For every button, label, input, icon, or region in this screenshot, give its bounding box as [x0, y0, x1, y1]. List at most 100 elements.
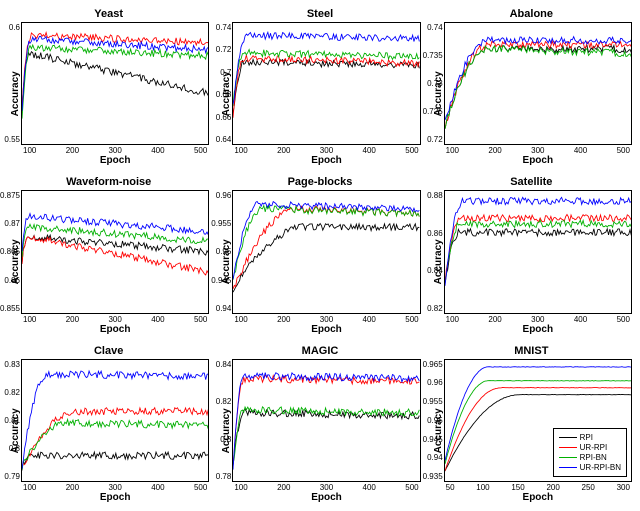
plot-area: 0.9650.960.9550.950.9450.940.935RPIUR-RP…: [444, 359, 632, 482]
chart-title: Abalone: [431, 8, 632, 20]
series-line: [233, 202, 419, 280]
y-tick-label: 0.78: [205, 472, 231, 481]
series-line: [22, 452, 208, 470]
legend-label: RPI: [580, 433, 593, 442]
y-tick-label: 0.935: [417, 472, 443, 481]
y-ticks: 0.740.720.70.680.660.64: [205, 23, 231, 144]
legend-swatch: [559, 447, 577, 449]
y-tick-label: 0.82: [417, 304, 443, 313]
series-line: [445, 215, 631, 285]
x-axis-label: Epoch: [21, 324, 209, 335]
x-ticks: 100200300400500: [21, 146, 209, 155]
series-line: [445, 37, 631, 120]
y-tick-label: 0.96: [205, 191, 231, 200]
plot-area: 0.830.820.810.80.79: [21, 359, 209, 482]
y-tick-label: 0.955: [205, 219, 231, 228]
series-svg: [22, 191, 208, 312]
y-tick-label: 0.955: [417, 397, 443, 406]
x-tick-label: 200: [546, 483, 559, 492]
x-tick-label: 200: [488, 146, 501, 155]
plot-area: 0.740.720.70.680.660.64: [232, 22, 420, 145]
x-tick-label: 300: [320, 315, 333, 324]
legend-item: UR-RPI: [559, 443, 621, 452]
chart-title: MAGIC: [219, 345, 420, 357]
series-line: [445, 198, 631, 286]
y-ticks: 0.8750.870.8650.860.855: [0, 191, 20, 312]
chart-panel: ClaveAccuracy0.830.820.810.80.7910020030…: [8, 345, 209, 503]
series-line: [445, 46, 631, 129]
series-svg: [22, 360, 208, 481]
chart-title: Yeast: [8, 8, 209, 20]
y-tick-label: 0.87: [0, 219, 20, 228]
series-svg: [233, 23, 419, 144]
chart-panel: MAGICAccuracy0.840.820.80.78100200300400…: [219, 345, 420, 503]
series-line: [233, 206, 419, 289]
chart-panel: YeastAccuracy0.60.55100200300400500Epoch: [8, 8, 209, 166]
y-tick-label: 0.95: [417, 416, 443, 425]
y-tick-label: 0.735: [417, 51, 443, 60]
x-axis-label: Epoch: [21, 155, 209, 166]
x-tick-label: 400: [574, 146, 587, 155]
x-tick-label: 200: [488, 315, 501, 324]
x-tick-label: 100: [446, 315, 459, 324]
chart-title: MNIST: [431, 345, 632, 357]
y-tick-label: 0.81: [0, 416, 20, 425]
x-tick-label: 100: [476, 483, 489, 492]
x-tick-label: 500: [194, 315, 207, 324]
x-ticks: 100200300400500: [232, 315, 420, 324]
x-tick-label: 400: [363, 483, 376, 492]
y-tick-label: 0.84: [417, 266, 443, 275]
x-axis-label: Epoch: [232, 492, 420, 503]
x-tick-label: 50: [446, 483, 455, 492]
series-svg: [445, 23, 631, 144]
y-tick-label: 0.945: [417, 435, 443, 444]
y-tick-label: 0.55: [0, 135, 20, 144]
y-tick-label: 0.96: [417, 378, 443, 387]
x-tick-label: 300: [108, 146, 121, 155]
chart-grid: YeastAccuracy0.60.55100200300400500Epoch…: [8, 8, 632, 503]
y-tick-label: 0.74: [205, 23, 231, 32]
series-line: [445, 221, 631, 284]
legend-swatch: [559, 467, 577, 469]
chart-panel: Page-blocksAccuracy0.960.9550.950.9450.9…: [219, 176, 420, 334]
y-tick-label: 0.66: [205, 113, 231, 122]
x-tick-label: 200: [66, 483, 79, 492]
y-ticks: 0.830.820.810.80.79: [0, 360, 20, 481]
series-line: [22, 419, 208, 469]
y-ticks: 0.960.9550.950.9450.94: [205, 191, 231, 312]
x-tick-label: 400: [151, 483, 164, 492]
series-line: [445, 229, 631, 281]
x-tick-label: 100: [23, 146, 36, 155]
y-ticks: 0.880.860.840.82: [417, 191, 443, 312]
x-axis-label: Epoch: [232, 324, 420, 335]
y-ticks: 0.60.55: [0, 23, 20, 144]
y-tick-label: 0.68: [205, 90, 231, 99]
y-tick-label: 0.855: [0, 304, 20, 313]
x-tick-label: 100: [446, 146, 459, 155]
chart-panel: Waveform-noiseAccuracy0.8750.870.8650.86…: [8, 176, 209, 334]
x-tick-label: 500: [194, 146, 207, 155]
legend-label: UR-RPI: [580, 443, 608, 452]
plot-area: 0.8750.870.8650.860.855: [21, 190, 209, 313]
x-tick-label: 200: [66, 315, 79, 324]
series-line: [233, 32, 419, 104]
series-line: [22, 237, 208, 276]
x-tick-label: 400: [363, 315, 376, 324]
x-ticks: 100200300400500: [444, 146, 632, 155]
series-line: [233, 59, 419, 113]
chart-panel: MNISTAccuracy0.9650.960.9550.950.9450.94…: [431, 345, 632, 503]
legend-label: UR-RPI-BN: [580, 463, 621, 472]
y-tick-label: 0.88: [417, 191, 443, 200]
x-tick-label: 100: [234, 483, 247, 492]
y-tick-label: 0.8: [205, 435, 231, 444]
y-tick-label: 0.83: [0, 360, 20, 369]
y-tick-label: 0.79: [0, 472, 20, 481]
plot-area: 0.840.820.80.78: [232, 359, 420, 482]
x-tick-label: 400: [363, 146, 376, 155]
x-tick-label: 300: [531, 315, 544, 324]
x-tick-label: 200: [66, 146, 79, 155]
x-tick-label: 300: [617, 483, 630, 492]
series-line: [22, 52, 208, 110]
x-ticks: 50100150200250300: [444, 483, 632, 492]
legend-item: RPI: [559, 433, 621, 442]
